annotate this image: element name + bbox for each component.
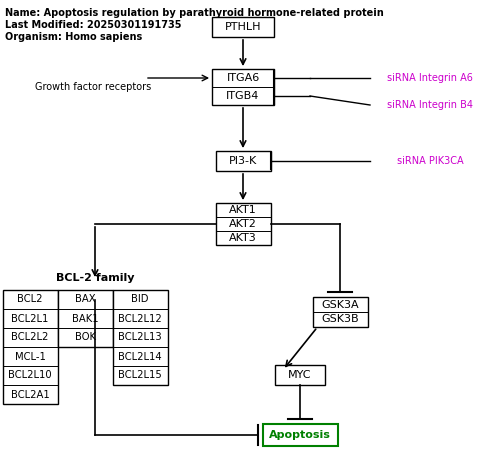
Bar: [58, 290, 112, 347]
Text: AKT1: AKT1: [229, 205, 257, 215]
Text: BAK1: BAK1: [72, 314, 98, 324]
Text: BCL2L10: BCL2L10: [8, 371, 52, 381]
Text: BCL2L13: BCL2L13: [118, 333, 162, 342]
Text: Organism: Homo sapiens: Organism: Homo sapiens: [5, 32, 142, 42]
Text: BCL2L12: BCL2L12: [118, 314, 162, 324]
Bar: [2, 290, 58, 404]
Text: BCL-2 family: BCL-2 family: [56, 273, 134, 283]
Text: siRNA PIK3CA: siRNA PIK3CA: [396, 156, 463, 166]
Text: GSK3B: GSK3B: [321, 315, 359, 325]
Text: Growth factor receptors: Growth factor receptors: [35, 82, 151, 92]
Text: BCL2A1: BCL2A1: [11, 390, 49, 399]
Text: BCL2L2: BCL2L2: [12, 333, 48, 342]
Text: BAX: BAX: [75, 294, 96, 304]
Bar: [275, 365, 325, 385]
Text: PI3-K: PI3-K: [229, 156, 257, 166]
Text: BCL2L1: BCL2L1: [12, 314, 48, 324]
Text: PTHLH: PTHLH: [225, 22, 261, 32]
Text: Last Modified: 20250301191735: Last Modified: 20250301191735: [5, 20, 181, 30]
Text: BCL2L14: BCL2L14: [118, 351, 162, 362]
Text: GSK3A: GSK3A: [321, 300, 359, 309]
Text: AKT2: AKT2: [229, 219, 257, 229]
Bar: [263, 424, 337, 446]
Bar: [312, 297, 368, 327]
Bar: [216, 203, 271, 245]
Text: BCL2L15: BCL2L15: [118, 371, 162, 381]
Bar: [212, 69, 274, 105]
Text: BCL2: BCL2: [17, 294, 43, 304]
Bar: [216, 151, 271, 171]
Bar: [112, 290, 168, 385]
Text: BID: BID: [131, 294, 149, 304]
Text: MYC: MYC: [288, 370, 312, 380]
Text: siRNA Integrin B4: siRNA Integrin B4: [387, 100, 473, 110]
Text: ITGA6: ITGA6: [227, 73, 260, 83]
Text: Apoptosis: Apoptosis: [269, 430, 331, 440]
Text: ITGB4: ITGB4: [226, 91, 260, 101]
Text: MCL-1: MCL-1: [14, 351, 46, 362]
Bar: [212, 17, 274, 37]
Text: Name: Apoptosis regulation by parathyroid hormone-related protein: Name: Apoptosis regulation by parathyroi…: [5, 8, 384, 18]
Text: siRNA Integrin A6: siRNA Integrin A6: [387, 73, 473, 83]
Text: AKT3: AKT3: [229, 233, 257, 243]
Text: BOK: BOK: [74, 333, 96, 342]
